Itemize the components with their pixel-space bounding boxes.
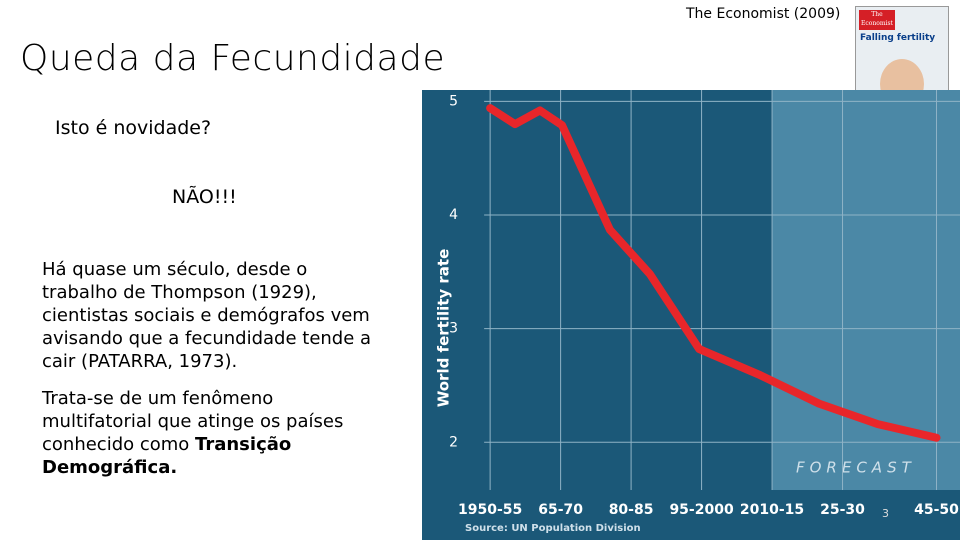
answer: NÃO!!! [172,186,237,208]
data-line [486,104,941,442]
x-tick-label: 25-30 [820,502,865,518]
credit: The Economist (2009) [686,6,841,22]
paragraph-bold: Transição Demográfica. [42,434,292,478]
source: Source: UN Population Division [465,523,641,534]
cover-headline: Falling fertility [860,33,936,43]
y-tick-label: 3 [449,321,458,337]
x-tick-label: 65-70 [538,502,583,518]
x-tick-label: 1950-55 [458,502,522,518]
question: Isto é novidade? [55,117,212,139]
y-tick-label: 5 [449,93,458,109]
cover-masthead: The Economist [859,10,895,30]
paragraph: Há quase um século, desde o trabalho de … [42,259,372,372]
x-tick-label: 95-2000 [669,502,734,518]
y-axis-label: World fertility rate [435,249,453,408]
slide-title: Queda da Fecundidade [20,38,446,79]
x-tick-label: 45-50 [914,502,959,518]
x-tick-label: 80-85 [609,502,654,518]
page-number: 3 [882,507,889,520]
paragraph-text: Trata-se de um fenômeno multifatorial qu… [42,388,344,455]
forecast-area [772,90,960,490]
forecast-label: FORECAST [796,459,916,477]
paragraph: Trata-se de um fenômeno multifatorial qu… [42,387,372,479]
y-tick-label: 4 [449,207,458,223]
y-tick-label: 2 [449,434,458,450]
x-tick-label: 2010-15 [740,502,804,518]
